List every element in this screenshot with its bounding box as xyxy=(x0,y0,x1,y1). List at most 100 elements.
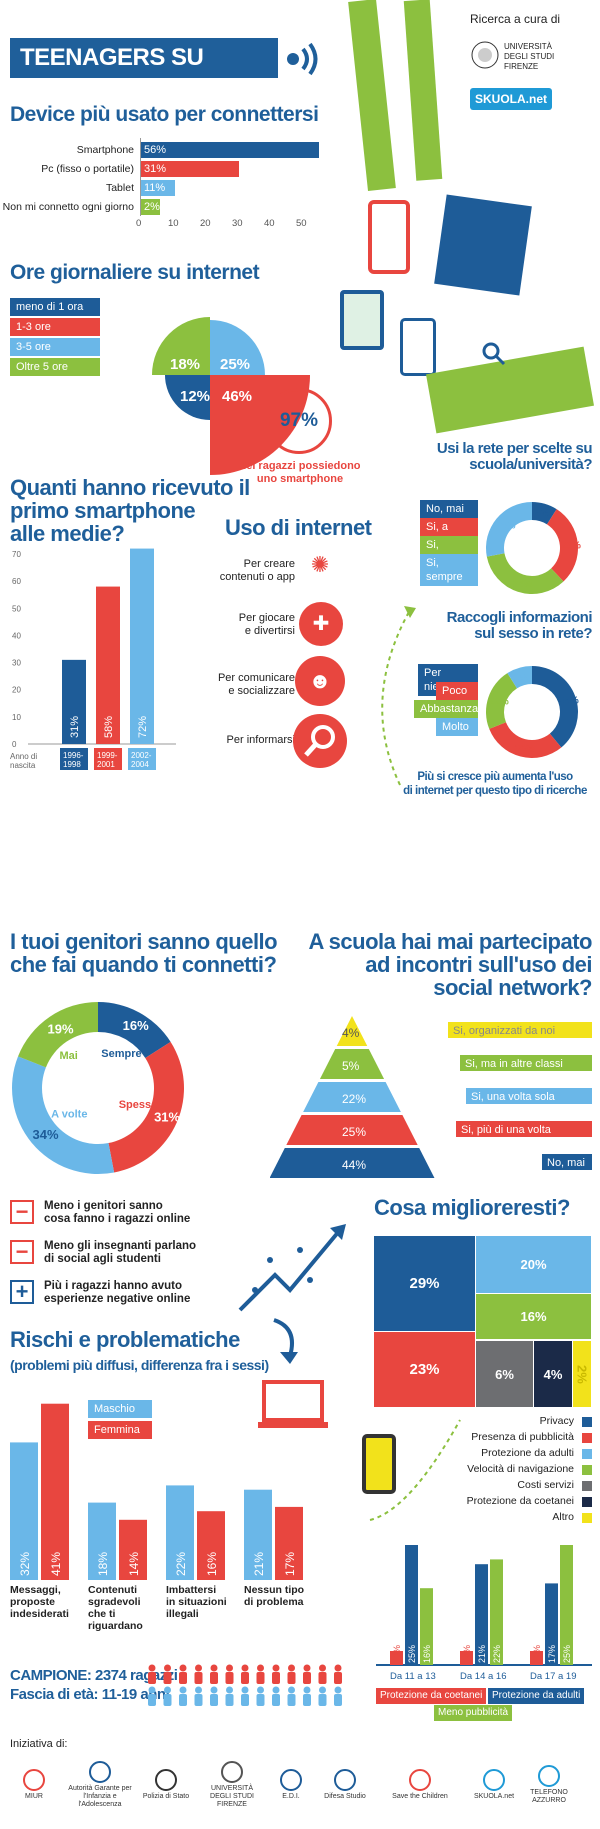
hours-slice xyxy=(152,317,210,375)
device-tick: 50 xyxy=(296,218,307,229)
sample-line-2: Fascia di età: 11-19 anni xyxy=(10,1686,170,1703)
device-tick: 10 xyxy=(168,218,179,229)
first-phone-xlabel: Anno di nascita xyxy=(10,752,37,770)
device-tick: 20 xyxy=(200,218,211,229)
improve-legend-swatch xyxy=(582,1449,592,1459)
phone2-illustration xyxy=(400,318,436,376)
age-needs-bar xyxy=(490,1559,503,1665)
sex-info-note-1: Più si cresce più aumenta l'uso xyxy=(417,771,573,783)
phone-illustration xyxy=(368,200,410,274)
footer-logo-emblem xyxy=(334,1769,356,1791)
footer-logo: TELEFONO AZZURRO xyxy=(526,1756,572,1814)
usage-item-social-2: e socializzare xyxy=(228,685,295,697)
si-svg-label: 30% xyxy=(515,744,535,755)
footer-logo: MIUR xyxy=(6,1756,62,1814)
fact-text-line: Più i ragazzi hanno avuto xyxy=(44,1280,183,1292)
wifi-icon xyxy=(287,42,318,76)
age-needs-bar xyxy=(560,1545,573,1665)
person-icon-body xyxy=(148,1694,156,1706)
gamepad-icon: ✚ xyxy=(299,602,343,646)
improve-legend-label: Presenza di pubblicità xyxy=(471,1431,574,1443)
person-icon-body xyxy=(163,1694,172,1706)
risks-bar xyxy=(197,1511,225,1580)
hours-slice xyxy=(165,375,210,420)
usage-item-play: Per giocare e divertirsi xyxy=(175,612,295,638)
laptop-illustration xyxy=(258,1380,328,1438)
footer-logo-name: Polizia di Stato xyxy=(142,1793,190,1800)
sample-info: CAMPIONE: 2374 ragazzi Fascia di età: 11… xyxy=(10,1666,178,1704)
first-phone-category-box xyxy=(94,748,122,770)
first-phone-title-2: primo smartphone xyxy=(10,498,196,524)
fact-text-line: di social agli studenti xyxy=(44,1253,161,1265)
hours-slice-label: 12% xyxy=(180,388,210,405)
sc-svg-slice xyxy=(486,553,564,594)
treemap-cell: 2% xyxy=(573,1341,591,1407)
improve-legend-label: Protezione da coetanei xyxy=(466,1495,574,1507)
device-bar: 11% xyxy=(140,180,176,196)
age-needs-bar-label: 13% xyxy=(392,1645,402,1663)
improve-legend-swatch xyxy=(582,1497,592,1507)
pyramid-value: 22% xyxy=(342,1092,366,1106)
footer-logo-emblem xyxy=(89,1761,111,1783)
risks-category-label: Messaggi, proposte indesiderati xyxy=(10,1584,84,1620)
first-phone-category-label: 1999- xyxy=(97,751,118,760)
person-icon xyxy=(179,1664,187,1672)
first-phone-bar xyxy=(96,586,120,744)
age-needs-bar xyxy=(545,1583,558,1665)
risks-bar-label: 22% xyxy=(174,1552,188,1576)
parents-slice-name: A volte xyxy=(51,1108,87,1120)
first-phone-title: Quanti hanno ricevuto il primo smartphon… xyxy=(10,476,250,545)
ownership-text: dei ragazzi possiedono uno smartphone xyxy=(230,460,370,486)
minus-icon: − xyxy=(10,1200,34,1224)
person-icon xyxy=(210,1686,218,1694)
search-icon xyxy=(293,714,347,768)
si-svg-slice xyxy=(486,673,517,729)
pyramid-category-box xyxy=(456,1121,592,1137)
person-icon-body xyxy=(318,1694,327,1706)
footer-logo-emblem xyxy=(538,1765,560,1787)
risks-category-line: Nessun tipo xyxy=(244,1584,305,1596)
improve-legend-label: Altro xyxy=(552,1511,574,1523)
risks-bar xyxy=(244,1489,272,1580)
first-phone-category-box xyxy=(60,748,88,770)
hours-title: Ore giornaliere su internet xyxy=(10,261,260,284)
person-icon xyxy=(319,1686,326,1694)
pyramid-category-label: Si, organizzati da noi xyxy=(453,1025,555,1037)
improve-legend-label: Velocità di navigazione xyxy=(467,1463,574,1475)
footer-logo: SKUOLA.net xyxy=(468,1756,520,1814)
footer-logo-name: E.D.I. xyxy=(282,1793,300,1800)
parents-title-1: I tuoi genitori sanno quello xyxy=(10,929,278,954)
hours-slice-label: 25% xyxy=(220,356,250,373)
risks-bar xyxy=(10,1442,38,1580)
footer-logo-emblem xyxy=(409,1769,431,1791)
treemap-cell: 29% xyxy=(374,1236,475,1331)
parents-slice xyxy=(11,1056,115,1174)
footer-logo: Difesa Studio xyxy=(318,1756,372,1814)
risks-bar xyxy=(166,1485,194,1580)
school-choice-legend-1: No, mai xyxy=(420,500,478,518)
usage-item-inform: Per informarsi xyxy=(175,734,295,747)
improve-legend-swatch xyxy=(582,1417,592,1427)
device-tick: 0 xyxy=(136,218,142,229)
title-banner: TEENAGERS SU INTERNET xyxy=(10,38,278,111)
person-icon-body xyxy=(287,1694,296,1706)
age-needs-bar-label: 12% xyxy=(532,1645,542,1663)
footer-logo-emblem xyxy=(23,1769,45,1791)
improve-legend-swatch xyxy=(582,1465,592,1475)
improve-title: Cosa miglioreresti? xyxy=(374,1195,570,1220)
age-needs-bar xyxy=(475,1564,488,1665)
age-needs-bar xyxy=(530,1651,543,1665)
sex-info-title: Raccogli informazioni sul sesso in rete? xyxy=(360,609,593,642)
hours-legend-2: 1-3 ore xyxy=(10,318,100,336)
person-icon-body xyxy=(334,1694,342,1706)
age-needs-bar-label: 17% xyxy=(547,1645,557,1663)
person-icon-body xyxy=(163,1672,172,1684)
person-icon-body xyxy=(225,1694,234,1706)
pyramid-value: 5% xyxy=(342,1059,360,1073)
pyramid-category-label: Si, ma in altre classi xyxy=(465,1058,563,1070)
person-icon xyxy=(148,1686,156,1694)
risks-bar xyxy=(41,1403,69,1580)
sex-info-title-1: Raccogli informazioni xyxy=(446,609,593,626)
person-icon-body xyxy=(318,1672,327,1684)
si-svg-label: 39% xyxy=(559,695,579,706)
